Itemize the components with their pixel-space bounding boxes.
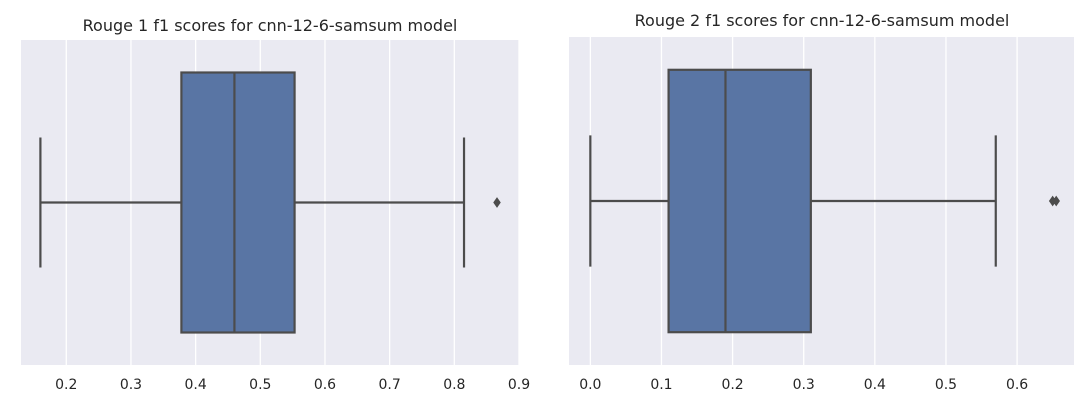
x-tick-label: 0.6	[314, 377, 336, 393]
iqr-box	[667, 68, 812, 334]
chart-title: Rouge 1 f1 scores for cnn-12-6-samsum mo…	[83, 16, 458, 35]
outlier-point	[493, 197, 501, 208]
x-tick-label: 0.8	[443, 377, 465, 393]
x-tick-label: 0.5	[249, 377, 271, 393]
x-tick-label: 0.3	[793, 377, 815, 393]
x-tick-label: 0.3	[120, 377, 142, 393]
x-tick-label: 0.2	[55, 377, 77, 393]
x-tick-label: 0.0	[579, 377, 601, 393]
x-tick-label: 0.6	[1006, 377, 1028, 393]
x-tick-label: 0.7	[379, 377, 401, 393]
rouge1-boxplot-chart: Rouge 1 f1 scores for cnn-12-6-samsum mo…	[21, 16, 530, 393]
iqr-box	[180, 71, 296, 334]
x-tick-label: 0.1	[650, 377, 672, 393]
x-tick-label: 0.5	[935, 377, 957, 393]
x-tick-label: 0.2	[721, 377, 743, 393]
outlier-point	[1052, 195, 1060, 207]
x-tick-label: 0.9	[508, 377, 530, 393]
x-tick-label: 0.4	[864, 377, 886, 393]
rouge2-boxplot-chart: Rouge 2 f1 scores for cnn-12-6-samsum mo…	[569, 11, 1074, 393]
x-tick-label: 0.4	[184, 377, 206, 393]
chart-title: Rouge 2 f1 scores for cnn-12-6-samsum mo…	[635, 11, 1010, 30]
